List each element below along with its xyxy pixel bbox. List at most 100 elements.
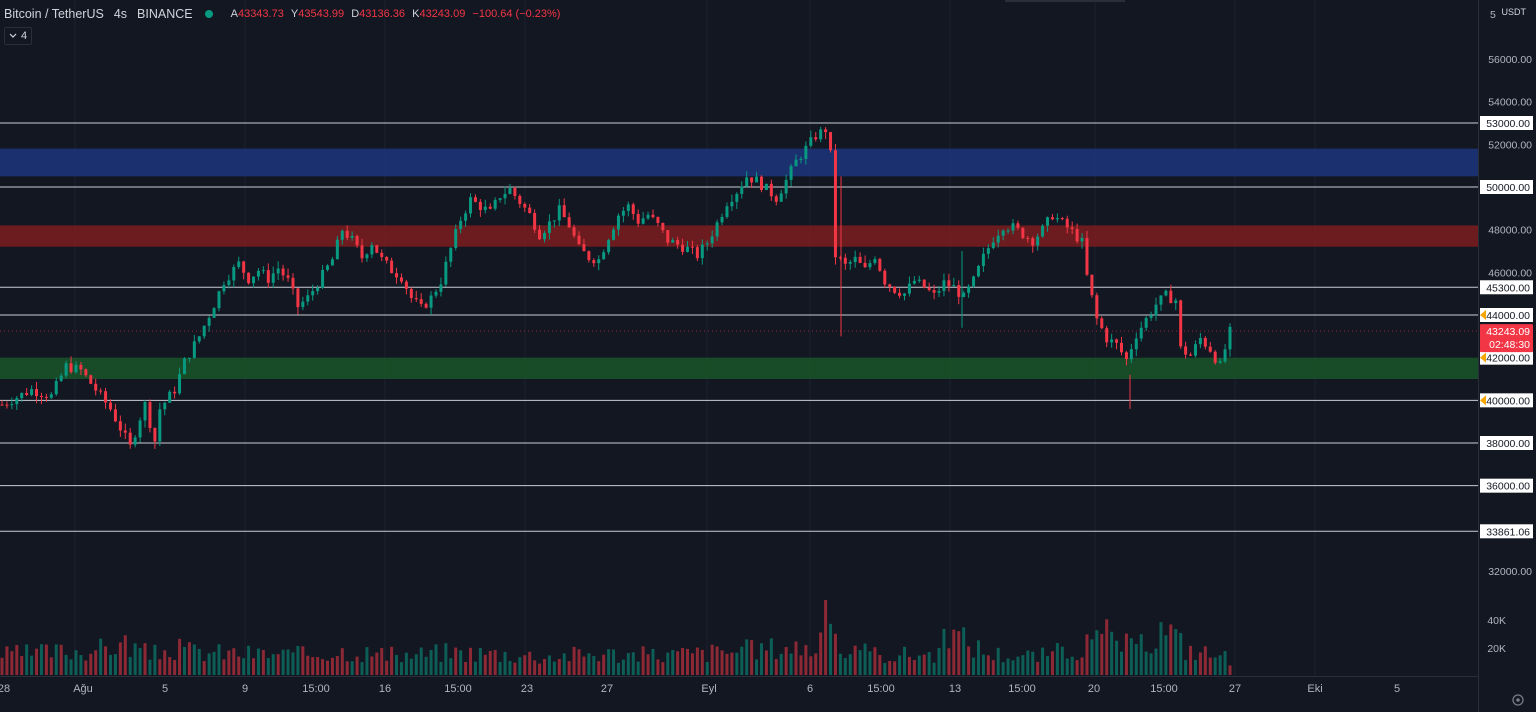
alert-marker-icon[interactable] [1480, 310, 1486, 320]
volume-bar [182, 646, 186, 675]
volume-bar [469, 647, 473, 675]
volume-bar [498, 661, 502, 675]
time-axis-tick[interactable]: 15:00 [1008, 683, 1036, 695]
price-axis-tick[interactable]: 54000.00 [1488, 97, 1532, 109]
horizontal-levels[interactable] [0, 122, 1478, 532]
price-axis-tick[interactable]: 46000.00 [1488, 267, 1532, 279]
symbol-legend[interactable]: Bitcoin / TetherUS 4s BINANCE A43343.73 … [4, 6, 560, 22]
volume-bar [937, 648, 941, 675]
candle-body [202, 325, 206, 337]
candle-body [814, 137, 818, 140]
candle-body [1001, 230, 1005, 236]
candle-body [1169, 290, 1173, 304]
time-axis-tick[interactable]: 16 [379, 683, 391, 695]
time-axis-tick[interactable]: 23 [521, 683, 533, 695]
zone-green[interactable] [0, 357, 1478, 379]
level-label-box[interactable] [1480, 180, 1533, 194]
level-label[interactable]: 45300.00 [1486, 282, 1530, 294]
level-label[interactable]: 40000.00 [1486, 395, 1530, 407]
time-axis-tick[interactable]: 28 [0, 683, 10, 695]
level-label-box[interactable] [1480, 308, 1533, 322]
candle-body [399, 277, 403, 282]
interval-label[interactable]: 4s [113, 7, 128, 21]
indicators-toggle[interactable]: 4 [4, 27, 33, 45]
zone-red[interactable] [0, 225, 1478, 247]
price-axis-tick[interactable]: 5 [1490, 9, 1496, 21]
settings-icon[interactable] [1510, 692, 1526, 708]
alert-marker-icon[interactable] [1480, 352, 1486, 363]
candle-body [799, 158, 803, 160]
level-label[interactable]: 33861.06 [1486, 526, 1530, 538]
current-price-badge[interactable] [1480, 324, 1533, 353]
volume-bar [538, 663, 542, 675]
time-axis-tick[interactable]: 27 [601, 683, 613, 695]
candle-body [838, 257, 842, 259]
level-label-box[interactable] [1480, 393, 1533, 408]
symbol-name[interactable]: Bitcoin / TetherUS [4, 7, 104, 21]
price-axis-tick[interactable]: 52000.00 [1488, 139, 1532, 151]
candle-body [99, 390, 103, 392]
price-axis-tick[interactable]: 32000.00 [1488, 566, 1532, 578]
candle-body [626, 204, 630, 211]
time-axis-tick[interactable]: 15:00 [444, 683, 472, 695]
candle-body [355, 235, 359, 246]
candle-body [616, 215, 620, 230]
candle-body [523, 203, 527, 208]
time-axis[interactable]: 28 Ağu 5 9 15:00 16 15:00 23 27 Eyl 6 15:00 13 15:00 2… [0, 683, 1400, 695]
volume-bar [434, 644, 438, 675]
level-label[interactable]: 38000.00 [1486, 438, 1530, 450]
volume-bar [5, 646, 9, 675]
time-axis-tick[interactable]: 13 [949, 683, 961, 695]
time-axis-tick[interactable]: 6 [807, 683, 813, 695]
volume-bar [424, 656, 428, 675]
bar-countdown[interactable]: 02:48:30 [1489, 339, 1530, 351]
volume-bar [478, 647, 482, 675]
zone-blue[interactable] [0, 148, 1478, 177]
volume-bar [473, 661, 477, 675]
alert-marker-icon[interactable] [1480, 395, 1486, 406]
time-axis-tick[interactable]: 15:00 [1150, 683, 1178, 695]
time-axis-tick[interactable]: Ağu [73, 683, 93, 695]
level-label-box[interactable] [1480, 478, 1533, 493]
time-axis-tick[interactable]: 9 [242, 683, 248, 695]
currency-label[interactable]: USDT [1501, 7, 1527, 17]
price-axis-tick[interactable]: 56000.00 [1488, 54, 1532, 66]
time-axis-tick[interactable]: 5 [162, 683, 168, 695]
level-label[interactable]: 36000.00 [1486, 481, 1530, 493]
candle-body [681, 244, 685, 252]
volume-axis-tick[interactable]: 40K [1487, 615, 1506, 627]
level-label[interactable]: 53000.00 [1486, 118, 1530, 130]
time-axis-tick[interactable]: 15:00 [302, 683, 330, 695]
time-axis-tick[interactable]: Eki [1307, 683, 1322, 695]
volume-bar [1055, 643, 1059, 675]
volume-bar [542, 659, 546, 675]
candle-body [409, 288, 413, 299]
level-label-box[interactable] [1480, 436, 1533, 450]
volume-bar [375, 652, 379, 675]
candle-body [79, 364, 83, 370]
time-axis-tick[interactable]: 5 [1394, 683, 1400, 695]
grid [0, 0, 1479, 712]
zone-label-box[interactable] [1480, 350, 1533, 365]
current-price-value[interactable]: 43243.09 [1486, 326, 1530, 338]
level-label[interactable]: 50000.00 [1486, 182, 1530, 194]
candle-body [493, 199, 497, 209]
candle-body [1120, 342, 1124, 353]
price-axis[interactable]: 56000.00 54000.00 52000.00 46000.00 32000.00… [1480, 9, 1533, 655]
volume-axis-tick[interactable]: 20K [1487, 643, 1506, 655]
time-axis-tick[interactable]: Eyl [701, 683, 716, 695]
zone-label[interactable]: 48000.00 [1488, 225, 1532, 237]
zone-label[interactable]: 42000.00 [1486, 353, 1530, 365]
candle-body [1208, 346, 1212, 352]
level-label-box[interactable] [1480, 524, 1533, 539]
time-axis-tick[interactable]: 27 [1229, 683, 1241, 695]
level-label-box[interactable] [1480, 116, 1533, 130]
time-axis-tick[interactable]: 15:00 [867, 683, 895, 695]
level-label-box[interactable] [1480, 280, 1533, 295]
time-axis-tick[interactable]: 20 [1088, 683, 1100, 695]
level-label[interactable]: 44000.00 [1486, 310, 1530, 322]
volume-bar [148, 659, 152, 675]
candle-body [1115, 339, 1119, 343]
